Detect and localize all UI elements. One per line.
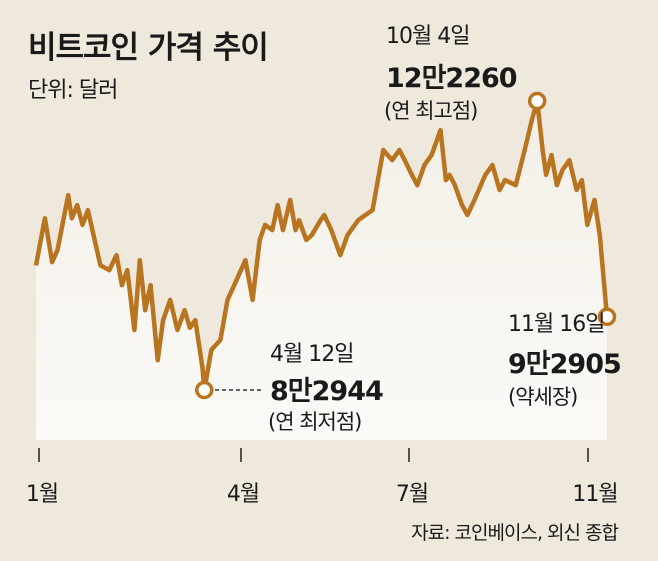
low-note-label: (연 최저점): [268, 410, 362, 434]
unit-label: 단위: 달러: [28, 78, 118, 103]
last-value-label: 9만2905: [508, 349, 622, 380]
last-point-marker: [597, 307, 617, 327]
high-value-label: 12만2260: [386, 63, 518, 94]
high-point-marker: [527, 91, 547, 111]
price-line: [33, 98, 610, 393]
high-note-label: (연 최고점): [384, 99, 478, 123]
low-value-label: 8만2944: [270, 376, 384, 407]
x-tick-label: 4월: [226, 482, 260, 507]
x-tick-label: 7월: [395, 482, 429, 507]
last-note-label: (약세장): [508, 385, 578, 409]
last-date-label: 11월 16일: [508, 312, 605, 337]
high-date-label: 10월 4일: [386, 24, 470, 49]
chart-title: 비트코인 가격 추이: [28, 30, 269, 66]
x-tick-label: 1월: [25, 482, 59, 507]
x-tick-label: 11월: [572, 482, 618, 507]
low-point-marker: [195, 380, 214, 400]
area-fill: [36, 101, 607, 440]
low-date-label: 4월 12일: [270, 342, 354, 367]
source-note: 자료: 코인베이스, 외신 종합: [411, 522, 619, 544]
